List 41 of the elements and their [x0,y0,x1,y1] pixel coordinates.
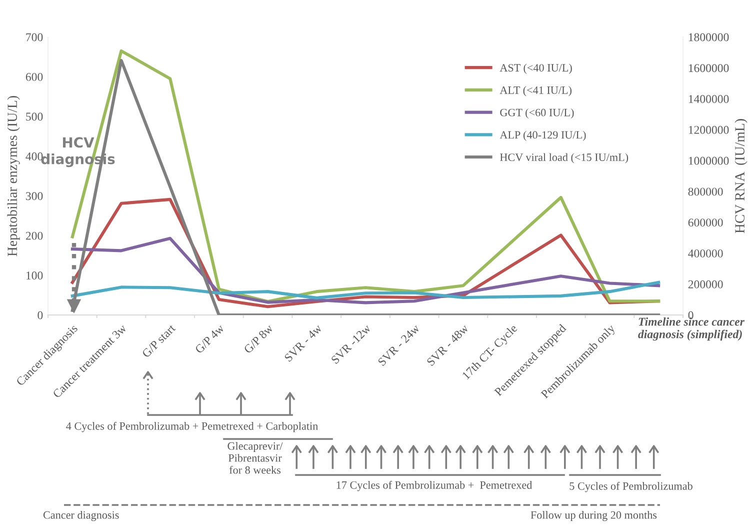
x-tick-label: G/P start [142,324,176,358]
y2-tick-label: 1400000 [688,95,729,103]
text: 5 Cycles of Pembrolizumab [570,482,692,492]
y2-tick-label: 1600000 [688,64,729,72]
x-tick-label: G/P 8w [243,324,274,354]
y2-axis-title: HCV RNA (IU/mL) [734,119,748,234]
y-tick-label: 500 [26,112,43,121]
x-tick-label: SVR - 24w [378,324,420,366]
text: 4 Cycles of Pembrolizumab + Pemetrexed + Carboplatin [66,422,318,432]
y2-tick-label: 200000 [688,280,723,288]
text: Timeline since cancer diagnosis (simplified) [638,317,745,341]
legend-label: ALT (<41 IU/L) [500,86,572,96]
y-tick-label: 0 [38,311,43,320]
legend-label: AST (<40 IU/L) [500,64,572,74]
legend-label: GGT (<60 IU/L) [500,108,574,119]
y-tick-label: 600 [26,72,43,81]
x-tick-label: G/P 4w [194,324,225,354]
y-axis-title: Hepatobiliar enzymes (IU/L) [7,96,20,256]
text: Cancer diagnosis [43,510,119,522]
y-tick-label: 100 [26,272,43,280]
text: 17 Cycles of Pembrolizumab + Pemetrexed [336,480,532,492]
line-series [70,236,660,304]
y-tick-label: 700 [26,33,43,42]
y2-tick-label: 800000 [688,188,723,196]
y2-tick-label: 1800000 [688,33,729,42]
x-tick-label: SVR -12w [330,324,372,364]
legend-label: ALP (40-129 IU/L) [500,130,586,141]
y-tick-label: 400 [26,152,43,160]
line-series [70,280,660,300]
legend-label: HCV viral load (<15 IU/mL) [500,153,628,164]
x-tick-label: SVR - 48w [426,324,470,366]
text: Follow up during 20 months [530,510,657,522]
x-tick-label: SVR - 4w [284,324,323,362]
y2-tick-label: 1200000 [688,126,729,134]
y-tick-label: 200 [26,232,43,240]
y2-tick-label: 600000 [688,218,723,227]
y-tick-label: 300 [26,192,43,200]
text: Glecaprevir/ Pibrentasvir for 8 weeks [228,442,283,474]
y2-tick-label: 1000000 [688,156,729,165]
y2-tick-label: 0 [688,311,694,320]
y2-tick-label: 400000 [688,249,723,258]
